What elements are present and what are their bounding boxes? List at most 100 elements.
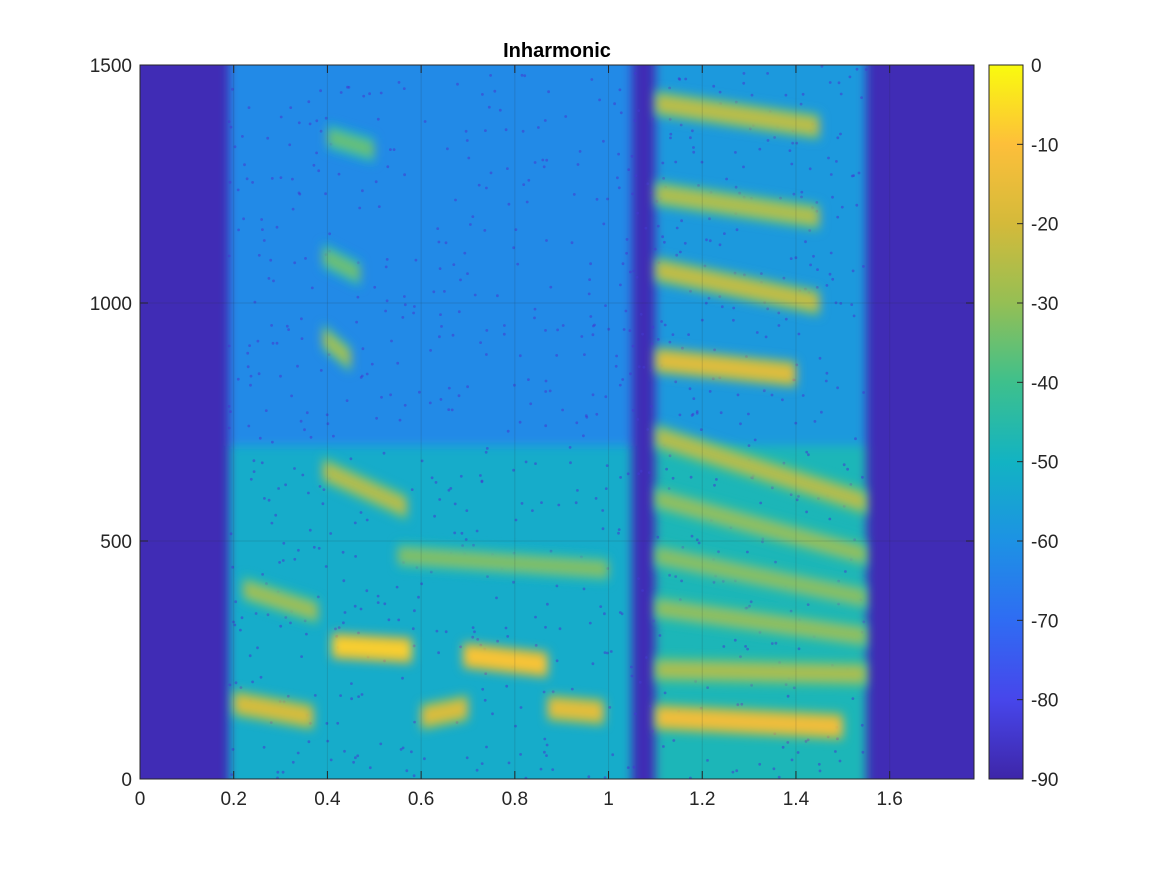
spectral-null [699, 428, 703, 431]
spectral-null [270, 521, 274, 525]
spectral-nulls [227, 65, 868, 779]
spectral-null [708, 217, 711, 221]
spectral-null [498, 108, 502, 112]
spectral-null [852, 314, 856, 318]
spectral-null [486, 575, 489, 578]
spectral-null [860, 723, 864, 727]
spectral-null [663, 240, 666, 244]
spectral-null [663, 691, 667, 695]
spectral-null [447, 386, 451, 390]
spectral-null [651, 325, 655, 329]
harmonic-band [322, 329, 351, 367]
spectral-null [861, 750, 865, 754]
harmonic-band [547, 701, 604, 719]
spectral-null [644, 656, 648, 659]
spectral-null [496, 639, 499, 643]
harmonic-band [655, 429, 867, 510]
spectral-null [637, 472, 641, 476]
spectral-null [620, 612, 624, 616]
spectral-null [317, 546, 321, 550]
spectral-null [527, 178, 531, 182]
spectral-null [742, 165, 745, 169]
spectral-null [678, 413, 682, 417]
spectral-null [249, 477, 253, 481]
spectral-null [481, 687, 485, 691]
spectral-null [460, 531, 464, 535]
spectral-null [326, 739, 330, 743]
spectral-null [631, 409, 635, 412]
spectral-null [747, 412, 750, 416]
spectral-null [828, 272, 832, 276]
spectral-null [392, 148, 396, 152]
spectral-null [707, 296, 711, 300]
spectral-null [580, 335, 584, 338]
spectral-null [591, 333, 595, 337]
spectral-null [429, 570, 433, 574]
spectral-null [636, 211, 639, 215]
spectral-null [818, 769, 822, 773]
spectral-null [712, 84, 716, 88]
spectral-null [744, 645, 747, 648]
spectral-null [414, 258, 418, 262]
spectral-null [697, 541, 701, 545]
spectral-null [679, 123, 683, 127]
spectral-null [251, 181, 255, 184]
spectral-null [396, 361, 400, 365]
spectral-null [270, 177, 274, 180]
spectral-null [813, 420, 817, 423]
spectral-null [770, 393, 774, 397]
spectral-null [300, 317, 303, 321]
spectral-null [641, 332, 644, 336]
spectral-null [637, 109, 641, 112]
spectral-null [412, 311, 415, 315]
spectral-null [850, 174, 854, 178]
spectral-null [854, 437, 857, 441]
y-tick-label: 1000 [90, 294, 132, 315]
spectral-null [432, 290, 436, 294]
y-tick-label: 0 [121, 770, 132, 791]
spectral-null [321, 502, 325, 506]
spectral-null [288, 143, 292, 147]
spectral-null [279, 374, 282, 378]
spectral-null [773, 136, 776, 139]
spectral-null [382, 451, 386, 455]
chart-title: Inharmonic [503, 40, 611, 62]
spectral-null [401, 746, 405, 750]
spectral-null [413, 720, 416, 724]
spectral-null [336, 721, 340, 725]
spectral-null [604, 395, 608, 399]
spectral-null [601, 527, 605, 531]
spectral-null [520, 73, 524, 77]
spectral-null [796, 751, 800, 754]
spectral-null [544, 424, 548, 428]
spectral-null [479, 341, 482, 344]
spectral-null [546, 602, 549, 606]
spectral-null [260, 461, 264, 465]
spectral-null [447, 408, 451, 411]
spectral-null [384, 265, 388, 269]
spectral-null [450, 408, 454, 412]
spectral-null [570, 241, 574, 245]
spectral-null [485, 447, 489, 450]
spectral-null [851, 269, 855, 273]
spectral-null [484, 129, 487, 133]
spectral-null [293, 261, 297, 265]
spectral-null [349, 457, 353, 461]
spectral-null [851, 697, 855, 700]
spectral-null [412, 774, 416, 778]
spectral-null [227, 120, 231, 123]
spectral-null [613, 102, 616, 106]
spectral-null [256, 339, 260, 343]
spectral-null [271, 341, 275, 345]
spectral-null [316, 595, 320, 599]
spectral-null [315, 151, 318, 155]
spectral-null [487, 105, 491, 109]
spectral-null [641, 589, 644, 592]
colorbar-tick-label: -20 [1031, 215, 1058, 236]
spectral-null [621, 378, 625, 381]
spectral-null [646, 428, 650, 431]
spectral-null [262, 745, 266, 749]
spectral-null [241, 135, 244, 138]
spectral-null [395, 585, 399, 589]
spectral-null [629, 270, 632, 274]
